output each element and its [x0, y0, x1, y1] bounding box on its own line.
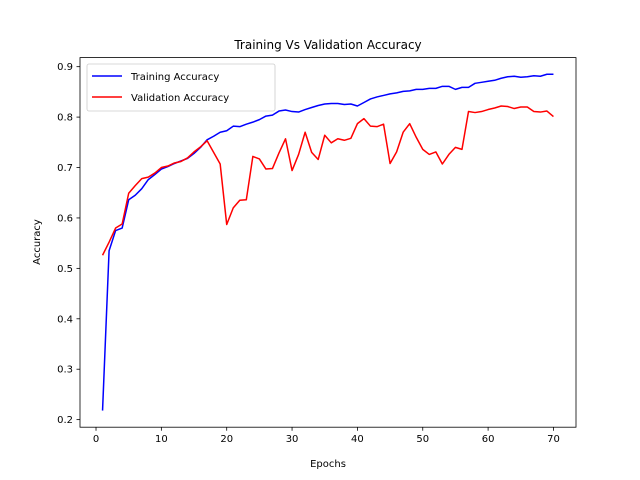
legend-box — [86, 63, 276, 112]
legend-label-training: Training Accuracy — [130, 72, 219, 83]
y-axis: 0.2 0.3 0.4 0.5 0.6 0.7 0.8 0.9 — [57, 62, 80, 426]
y-tick-label: 0.2 — [57, 415, 73, 426]
x-tick-label: 20 — [220, 434, 233, 445]
y-tick-label: 0.5 — [57, 264, 73, 275]
series-line-0 — [101, 73, 554, 411]
plot-area — [101, 73, 554, 411]
legend-label-validation: Validation Accuracy — [131, 93, 229, 104]
y-tick-label: 0.7 — [57, 163, 73, 174]
y-tick-label: 0.8 — [57, 113, 73, 124]
chart-title: Training Vs Validation Accuracy — [233, 38, 421, 52]
y-tick-label: 0.6 — [57, 213, 73, 224]
x-axis: 0 10 20 30 40 50 60 70 — [93, 427, 560, 445]
y-tick-label: 0.4 — [57, 314, 73, 325]
x-tick-label: 10 — [155, 434, 168, 445]
series-line-1 — [101, 105, 554, 256]
x-axis-title: Epochs — [310, 459, 346, 470]
x-tick-label: 30 — [286, 434, 299, 445]
y-tick-label: 0.3 — [57, 365, 73, 376]
x-tick-label: 0 — [93, 434, 99, 445]
y-tick-label: 0.9 — [57, 62, 73, 73]
x-tick-label: 70 — [547, 434, 560, 445]
y-axis-title: Accuracy — [32, 219, 43, 265]
x-tick-label: 50 — [416, 434, 429, 445]
legend: Training Accuracy Validation Accuracy — [86, 63, 276, 112]
x-tick-label: 40 — [351, 434, 364, 445]
x-tick-label: 60 — [482, 434, 495, 445]
plot-frame — [79, 57, 577, 428]
